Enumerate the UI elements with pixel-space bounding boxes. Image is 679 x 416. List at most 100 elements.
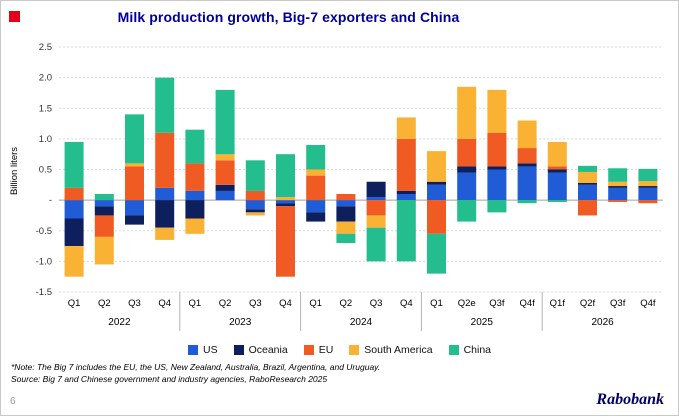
bar-segment-eu (638, 200, 658, 204)
bar-segment-eu (306, 175, 326, 201)
bar-segment-south-america (245, 212, 265, 216)
bar-segment-eu (457, 138, 477, 167)
bar-segment-us (457, 172, 477, 201)
bar-segment-us (245, 200, 265, 210)
bar-segment-us (427, 184, 446, 201)
slide-accent-square (9, 11, 20, 22)
y-tick-label: -1.0 (36, 256, 52, 267)
bar-segment-oceania (336, 206, 356, 222)
y-tick-label: 1.0 (39, 134, 52, 145)
bar-segment-oceania (64, 218, 84, 247)
bar-segment-us (185, 190, 205, 201)
footnote-source: Source: Big 7 and Chinese government and… (11, 373, 328, 384)
bar-segment-us (125, 200, 144, 216)
bar-segment-south-america (547, 141, 567, 167)
legend-label-oceania: Oceania (248, 344, 288, 356)
bar-segment-oceania (427, 181, 446, 185)
bar-segment-oceania (155, 200, 175, 228)
bar-segment-south-america (366, 215, 386, 228)
bar-segment-china (336, 233, 356, 243)
bar-segment-south-america (427, 151, 446, 182)
bar-segment-south-america (638, 181, 658, 187)
stacked-bar-chart: 2.5 2.0 1.5 1.0 0.5 - -0.5 -1.0 -1.5 Q1 Q2 Q3 Q4 Q1 Q2… (36, 42, 663, 331)
bar-segment-eu (276, 206, 295, 277)
bar-segment-south-america (276, 197, 295, 201)
bar-segment-oceania (487, 166, 507, 170)
bar-segment-eu (245, 190, 265, 201)
bar-segment-us (276, 200, 295, 204)
x-tick-label: Q3f (610, 298, 626, 309)
x-tick-label: Q1 (309, 298, 322, 309)
bar-segment-china (306, 145, 326, 170)
bar-segment-eu (396, 138, 416, 191)
year-label: 2023 (229, 317, 252, 328)
legend-swatch-us (187, 345, 198, 355)
bar-segment-oceania (638, 186, 658, 188)
x-tick-label: Q1f (550, 298, 566, 309)
legend-swatch-china (448, 345, 459, 355)
bar-segment-china (276, 154, 295, 198)
bar-segment-us (547, 172, 567, 201)
page-number: 6 (10, 396, 16, 407)
bar-segment-us (155, 187, 175, 201)
bar-segment-us (366, 197, 386, 201)
bar-segment-south-america (306, 169, 326, 176)
y-tick-label: - (49, 195, 52, 206)
bar-segment-oceania (608, 186, 628, 188)
bar-segment-us (215, 190, 235, 201)
bar-segment-us (608, 187, 628, 201)
bar-segment-eu (547, 166, 567, 170)
bar-segment-us (517, 166, 537, 201)
bar-segment-eu (155, 132, 175, 188)
y-tick-label: -1.5 (36, 287, 52, 298)
bar-segment-eu (578, 200, 597, 216)
bar-segment-oceania (245, 209, 265, 213)
bar-segment-eu (185, 163, 205, 191)
bar-segment-oceania (547, 169, 567, 173)
bar-segment-china (638, 168, 658, 182)
bar-segment-south-america (215, 154, 235, 161)
bar-segment-south-america (457, 86, 477, 139)
bar-segment-china (215, 89, 235, 155)
y-tick-label: -0.5 (36, 226, 52, 237)
bar-segment-china (396, 200, 416, 262)
bar-segment-china (366, 227, 386, 262)
legend-label-us: US (202, 344, 218, 356)
legend-swatch-south-america (349, 345, 360, 355)
bar-segment-south-america (125, 163, 144, 167)
bar-segment-south-america (336, 221, 356, 234)
legend-swatch-oceania (233, 345, 244, 355)
legend-item-us: US (187, 344, 218, 356)
bar-segment-china (547, 200, 567, 202)
bar-segment-south-america (396, 117, 416, 139)
bar-segment-oceania (215, 184, 235, 191)
y-tick-label: 1.5 (39, 103, 52, 114)
bar-segment-china (155, 77, 175, 133)
x-tick-label: Q3 (128, 298, 141, 309)
bar-segment-oceania (306, 212, 326, 222)
bar-segment-china (245, 160, 265, 191)
x-tick-label: Q3f (489, 298, 505, 309)
bar-segment-us (578, 184, 597, 201)
bar-segment-eu (487, 132, 507, 167)
bar-segment-oceania (276, 203, 295, 207)
bar-segment-south-america (608, 181, 628, 187)
year-label: 2025 (471, 317, 494, 328)
bar-segment-oceania (457, 166, 477, 173)
legend-label-china: China (463, 344, 492, 356)
rabobank-logo: Rabobank (596, 391, 664, 408)
bar-segment-eu (366, 200, 386, 216)
footnote: *Note: The Big 7 includes the EU, the US… (11, 362, 380, 386)
bar-segment-china (578, 165, 597, 172)
bar-segment-china (427, 233, 446, 274)
x-tick-label: Q4 (279, 298, 292, 309)
bar-segment-china (94, 194, 114, 201)
bar-segment-south-america (487, 89, 507, 133)
bar-segment-eu (215, 160, 235, 185)
bar-segment-south-america (185, 218, 205, 234)
bar-segment-us (396, 194, 416, 201)
x-tick-label: Q1 (189, 298, 202, 309)
year-label: 2026 (591, 317, 614, 328)
bar-segment-eu (608, 200, 628, 202)
bar-segment-china (517, 200, 537, 204)
